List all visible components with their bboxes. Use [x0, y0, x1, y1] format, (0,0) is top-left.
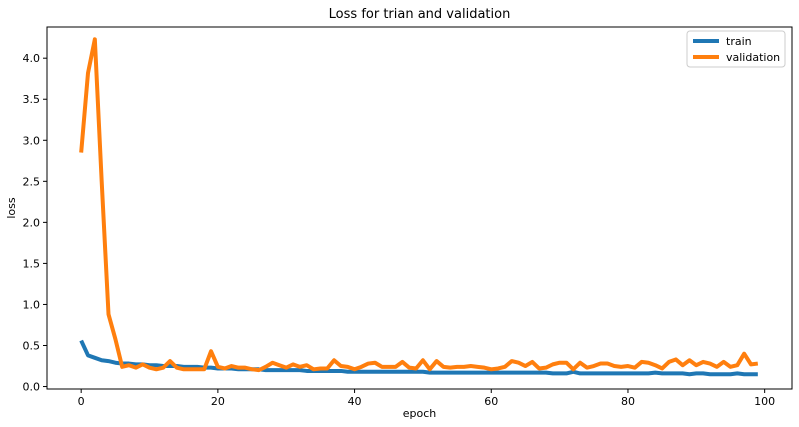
x-axis-label: epoch	[403, 407, 437, 420]
plot-area	[47, 27, 792, 389]
y-tick-label: 3.0	[23, 134, 41, 147]
series-layer	[79, 37, 759, 377]
y-tick-label: 3.5	[23, 93, 41, 106]
legend: train validation	[686, 30, 786, 68]
x-tick-label: 0	[78, 395, 85, 408]
train-legend-label: train	[726, 35, 752, 48]
plot-border	[46, 26, 793, 390]
y-axis-label: loss	[5, 197, 18, 219]
x-tick-label: 40	[348, 395, 362, 408]
train-series-line	[79, 339, 758, 377]
x-tick-label: 60	[484, 395, 498, 408]
validation-legend-label: validation	[726, 51, 780, 64]
y-tick-label: 4.0	[23, 52, 41, 65]
y-tick-label: 1.0	[23, 298, 41, 311]
y-tick-label: 2.5	[23, 175, 41, 188]
x-tick-label: 20	[211, 395, 225, 408]
validation-series-line	[79, 37, 759, 373]
x-tick-label: 100	[754, 395, 775, 408]
y-tick-label: 2.0	[23, 216, 41, 229]
chart-title: Loss for trian and validation	[329, 7, 511, 22]
y-tick-label: 0.0	[23, 381, 41, 394]
y-tick-label: 0.5	[23, 339, 41, 352]
x-axis: 0 20 40 60 80 100	[78, 389, 775, 408]
y-axis: 0.0 0.5 1.0 1.5 2.0 2.5 3.0 3.5 4.0	[23, 52, 47, 394]
x-tick-label: 80	[621, 395, 635, 408]
y-tick-label: 1.5	[23, 257, 41, 270]
